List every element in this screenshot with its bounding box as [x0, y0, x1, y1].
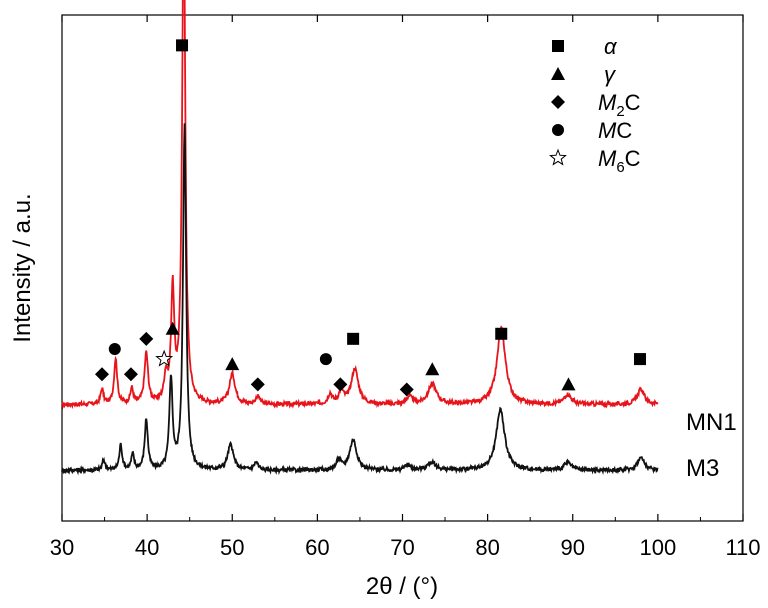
phase-marker-triangle	[425, 362, 440, 376]
phase-marker-square	[347, 332, 360, 345]
phase-marker-diamond	[95, 367, 110, 382]
legend-symbol-star	[549, 148, 567, 166]
legend-symbol-circle	[552, 124, 564, 136]
phase-marker-triangle	[165, 321, 180, 335]
phase-marker-diamond	[250, 377, 265, 392]
phase-marker-star	[155, 349, 174, 367]
phase-marker-diamond	[333, 377, 348, 392]
legend-label: M2C	[598, 90, 641, 120]
x-tick-label: 90	[561, 535, 585, 560]
legend-label: α	[604, 34, 618, 59]
phase-marker-triangle	[225, 357, 240, 371]
marker-layer	[95, 39, 646, 397]
x-tick-label: 80	[475, 535, 499, 560]
x-tick-label: 40	[135, 535, 159, 560]
ticks-layer: 30 40 50 60 70 80 90 100 110	[50, 15, 761, 560]
legend-label: M6C	[598, 146, 641, 176]
plot-frame	[61, 14, 744, 522]
legend-symbol-square	[552, 40, 564, 52]
phase-marker-square	[633, 353, 646, 366]
x-tick-label: 60	[305, 535, 329, 560]
phase-marker-square	[176, 39, 189, 52]
series-label-m3: M3	[686, 455, 719, 482]
series-labels: MN1 M3	[686, 409, 737, 482]
phase-marker-diamond	[139, 331, 154, 346]
x-tick-label: 30	[50, 535, 74, 560]
legend-label: MC	[598, 118, 632, 143]
series-label-mn1: MN1	[686, 409, 737, 436]
phase-marker-diamond	[123, 367, 138, 382]
y-axis-title: Intensity / a.u.	[9, 193, 36, 342]
legend-symbol-diamond	[551, 95, 565, 109]
x-tick-label: 100	[640, 535, 677, 560]
x-tick-label: 50	[220, 535, 244, 560]
legend-label: γ	[604, 62, 617, 87]
x-tick-label: 70	[390, 535, 414, 560]
phase-marker-square	[495, 327, 508, 340]
series-line-m3	[61, 123, 659, 476]
series-line-mn1	[61, 0, 659, 410]
legend-symbol-triangle	[551, 67, 565, 80]
phase-marker-triangle	[561, 377, 576, 391]
series-layer	[61, 0, 659, 476]
x-tick-label: 110	[725, 535, 760, 560]
phase-marker-circle	[108, 342, 121, 355]
phase-marker-diamond	[399, 382, 414, 397]
x-axis-title: 2θ / (°)	[366, 573, 438, 600]
phase-marker-circle	[319, 353, 332, 366]
